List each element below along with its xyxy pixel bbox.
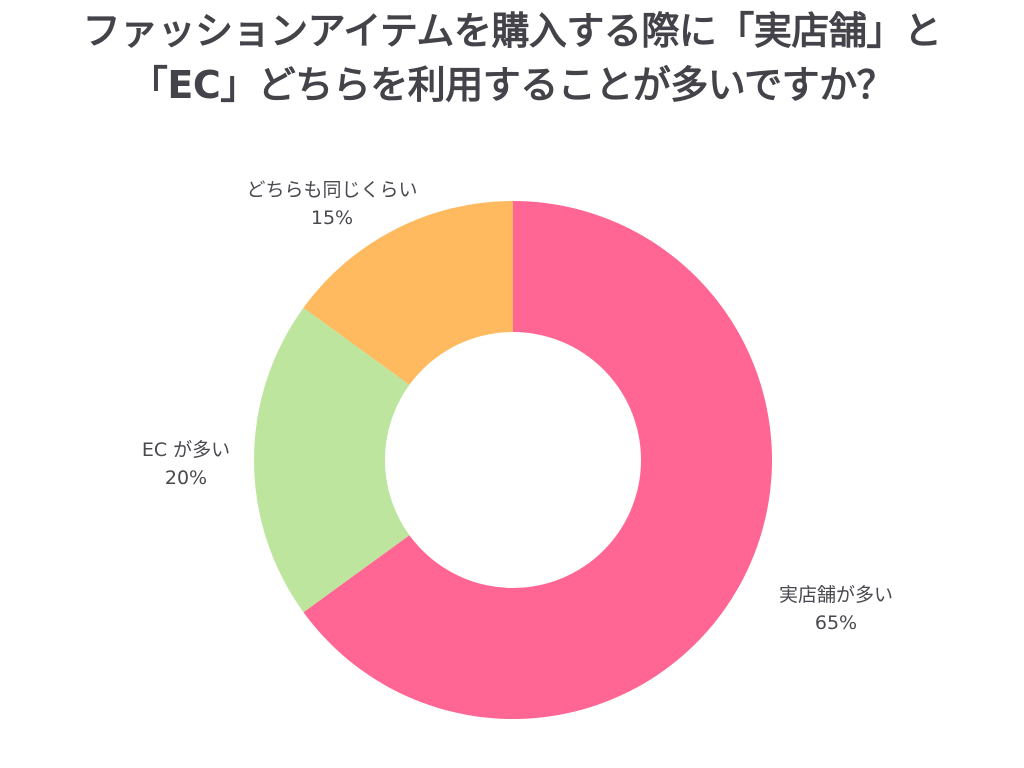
chart-title-line-2: 「EC」どちらを利用することが多いですか？: [129, 63, 895, 107]
donut-slice: [254, 307, 513, 613]
label-store-pct: 65%: [814, 612, 858, 634]
chart-title-line-1: ファッションアイテムを購入する際に「実店舗」と: [82, 9, 942, 53]
label-same-name: どちらも同じくらい: [246, 179, 418, 201]
label-same: どちらも同じくらい 15%: [212, 176, 452, 232]
donut-hole: [385, 332, 641, 588]
label-ec-pct: 20%: [164, 467, 208, 489]
label-store-name: 実店舗が多い: [778, 584, 893, 606]
label-same-pct: 15%: [310, 207, 354, 229]
label-store: 実店舗が多い 65%: [752, 581, 920, 637]
label-ec: EC が多い 20%: [118, 436, 254, 492]
chart-title: ファッションアイテムを購入する際に「実店舗」と 「EC」どちらを利用することが多…: [0, 4, 1024, 112]
label-ec-name: EC が多い: [141, 439, 231, 461]
